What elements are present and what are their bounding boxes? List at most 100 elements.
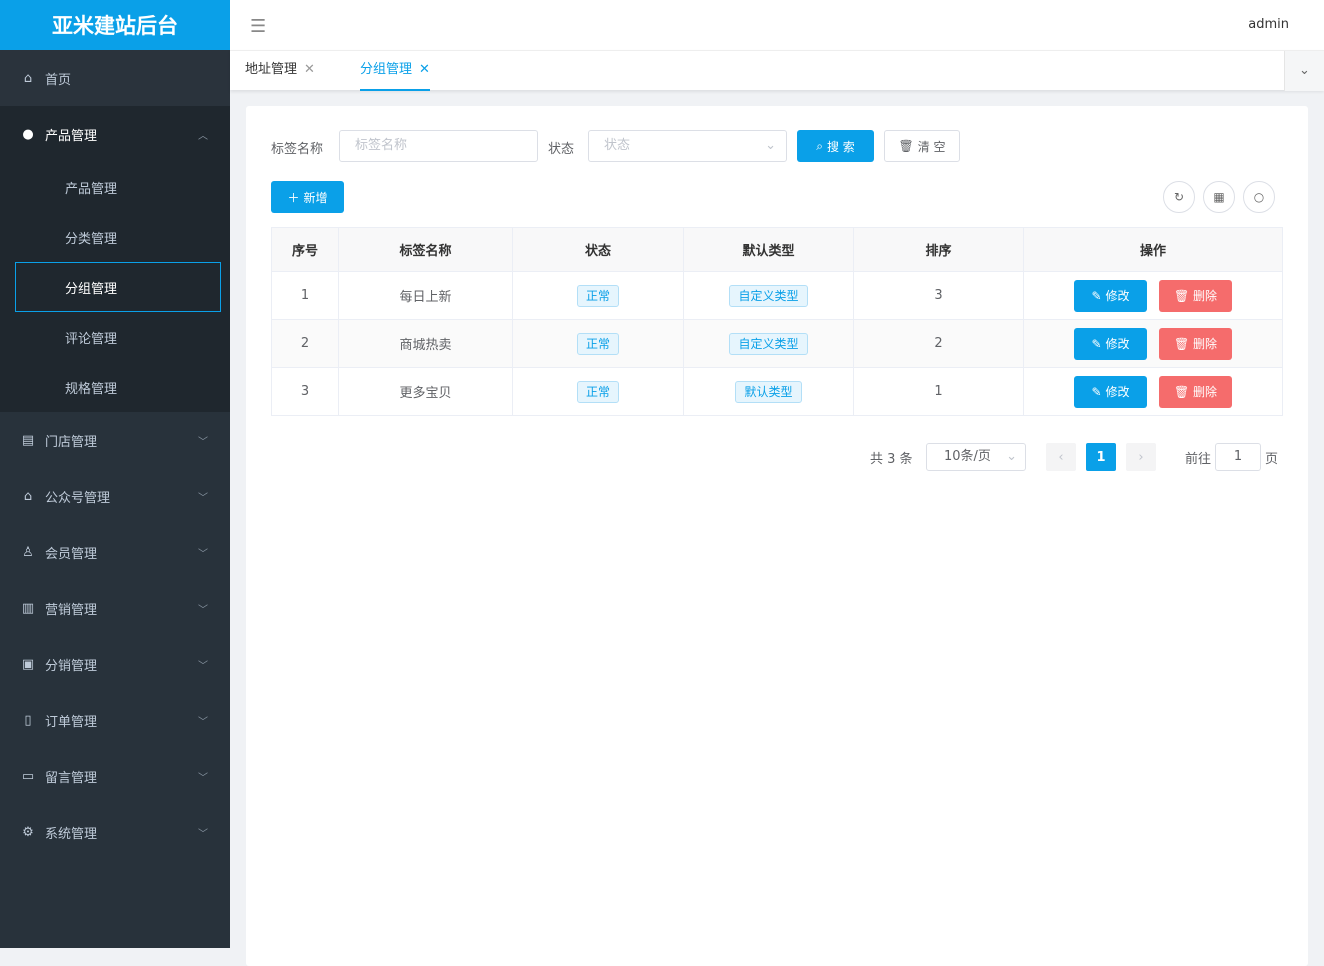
- sidebar-item-product[interactable]: ● 产品管理 ︿: [0, 106, 230, 162]
- cell-actions: ✎ 修改 🗑 删除: [1023, 319, 1283, 368]
- sidebar-item-wechat[interactable]: ⌂ 公众号管理 ﹀: [0, 468, 230, 524]
- refresh-icon[interactable]: ↻: [1163, 181, 1195, 213]
- gear-icon: ⚙: [22, 824, 34, 840]
- col-name: 标签名称: [338, 227, 513, 272]
- chevron-down-icon: ﹀: [198, 660, 208, 672]
- sidebar-item-store[interactable]: ▤ 门店管理 ﹀: [0, 412, 230, 468]
- chevron-down-icon: ﹀: [198, 772, 208, 784]
- col-status: 状态: [512, 227, 684, 272]
- product-submenu: ● 产品管理 ︿ 产品管理 分类管理 分组管理 评论管理 规格管理: [0, 106, 230, 412]
- menu-toggle-icon[interactable]: ☰: [250, 16, 267, 37]
- close-icon[interactable]: ✕: [419, 62, 430, 77]
- submenu-item-category[interactable]: 分类管理: [65, 231, 118, 247]
- label: 首页: [45, 72, 72, 88]
- name-input[interactable]: 标签名称: [339, 130, 538, 162]
- label: 修改: [1105, 337, 1130, 351]
- home-icon: ⌂: [23, 70, 33, 86]
- label: 删除: [1193, 337, 1218, 351]
- user-menu[interactable]: admin: [1248, 17, 1289, 32]
- delete-button[interactable]: 🗑 删除: [1159, 375, 1232, 408]
- edit-button[interactable]: ✎ 修改: [1074, 327, 1147, 360]
- status-tag: 正常: [576, 380, 619, 403]
- search-button[interactable]: ⌕ 搜 索: [797, 130, 874, 162]
- edit-button[interactable]: ✎ 修改: [1074, 279, 1147, 312]
- cell-name: 商城热卖: [338, 319, 513, 368]
- chevron-down-icon: ﹀: [198, 604, 208, 616]
- trash-icon: 🗑: [898, 139, 914, 153]
- cell-no: 2: [271, 319, 339, 368]
- submenu-item-product[interactable]: 产品管理: [65, 181, 118, 197]
- tab-label: 分组管理: [360, 62, 413, 77]
- submenu-item-group[interactable]: 分组管理: [15, 262, 221, 312]
- label: 修改: [1105, 385, 1130, 399]
- clear-button[interactable]: 🗑 清 空: [884, 130, 960, 162]
- page-1-button[interactable]: 1: [1086, 443, 1116, 471]
- group-table: 序号 标签名称 状态 默认类型 排序 操作 1 每日上新 正常 自定义类型 3 …: [271, 227, 1283, 416]
- cell-status: 正常: [512, 319, 684, 368]
- message-icon: ▭: [21, 768, 35, 784]
- status-select[interactable]: 状态 ⌄: [588, 130, 787, 162]
- tab-bar: 地址管理 ✕ 分组管理 ✕ ⌄: [230, 50, 1324, 91]
- prev-page-button[interactable]: ‹: [1046, 443, 1076, 471]
- cell-status: 正常: [512, 367, 684, 416]
- sidebar-item-distribution[interactable]: ▣ 分销管理 ﹀: [0, 636, 230, 692]
- sidebar-item-marketing[interactable]: ▥ 营销管理 ﹀: [0, 580, 230, 636]
- page-size-select[interactable]: 10条/页 ⌄: [926, 443, 1026, 471]
- sidebar-item-home[interactable]: ⌂ 首页: [0, 50, 230, 106]
- tab-address[interactable]: 地址管理 ✕: [245, 51, 315, 91]
- label: 清 空: [917, 139, 946, 154]
- cell-name: 更多宝贝: [338, 367, 513, 416]
- cell-name: 每日上新: [338, 271, 513, 320]
- search-icon[interactable]: ○: [1243, 181, 1275, 213]
- col-type: 默认类型: [683, 227, 854, 272]
- label: 营销管理: [45, 602, 98, 618]
- next-page-button[interactable]: ›: [1126, 443, 1156, 471]
- cell-sort: 2: [853, 319, 1024, 368]
- close-icon[interactable]: ✕: [304, 62, 315, 77]
- cell-status: 正常: [512, 271, 684, 320]
- status-placeholder: 状态: [604, 138, 631, 153]
- submenu-item-review[interactable]: 评论管理: [65, 331, 118, 347]
- tab-group[interactable]: 分组管理 ✕: [360, 51, 430, 91]
- chevron-down-icon: ﹀: [198, 436, 208, 448]
- goto-page-input[interactable]: 1: [1215, 443, 1261, 471]
- table-row: 1 每日上新 正常 自定义类型 3 ✎ 修改 🗑 删除: [271, 271, 1283, 320]
- sidebar-item-system[interactable]: ⚙ 系统管理 ﹀: [0, 804, 230, 860]
- edit-button[interactable]: ✎ 修改: [1074, 375, 1147, 408]
- tab-label: 地址管理: [245, 62, 298, 77]
- chevron-down-icon: ﹀: [198, 716, 208, 728]
- delete-button[interactable]: 🗑 删除: [1159, 327, 1232, 360]
- edit-icon: ✎: [1091, 336, 1102, 351]
- label: 订单管理: [45, 714, 98, 730]
- page-size-value: 10条/页: [944, 449, 991, 464]
- sidebar-item-message[interactable]: ▭ 留言管理 ﹀: [0, 748, 230, 804]
- trash-icon: 🗑: [1173, 288, 1190, 303]
- goto-label: 前往: [1185, 451, 1212, 467]
- chevron-down-icon[interactable]: ⌄: [1284, 51, 1324, 91]
- label: 删除: [1193, 289, 1218, 303]
- cell-sort: 1: [853, 367, 1024, 416]
- label: 产品管理: [45, 128, 98, 144]
- page-suffix: 页: [1265, 451, 1279, 467]
- submenu-item-spec[interactable]: 规格管理: [65, 381, 118, 397]
- label: 系统管理: [45, 826, 98, 842]
- sidebar-item-member[interactable]: ♙ 会员管理 ﹀: [0, 524, 230, 580]
- delete-button[interactable]: 🗑 删除: [1159, 279, 1232, 312]
- chevron-down-icon: ﹀: [198, 492, 208, 504]
- distribution-icon: ▣: [21, 656, 35, 672]
- sidebar-item-order[interactable]: ▯ 订单管理 ﹀: [0, 692, 230, 748]
- sidebar: 亚米建站后台 ⌂ 首页 ● 产品管理 ︿ 产品管理 分类管理 分组管理 评论管理 规格…: [0, 0, 230, 948]
- total-count: 共 3 条: [870, 451, 913, 467]
- add-button[interactable]: ＋新增: [271, 181, 344, 213]
- cell-actions: ✎ 修改 🗑 删除: [1023, 271, 1283, 320]
- grid-icon[interactable]: ▦: [1203, 181, 1235, 213]
- chevron-down-icon: ⌄: [1006, 449, 1017, 464]
- col-no: 序号: [271, 227, 339, 272]
- trash-icon: 🗑: [1173, 384, 1190, 399]
- label: 删除: [1193, 385, 1218, 399]
- edit-icon: ✎: [1091, 384, 1102, 399]
- chevron-down-icon: ⌄: [765, 138, 776, 153]
- search-icon: ⌕: [816, 138, 823, 153]
- logo: 亚米建站后台: [0, 0, 230, 50]
- cell-no: 3: [271, 367, 339, 416]
